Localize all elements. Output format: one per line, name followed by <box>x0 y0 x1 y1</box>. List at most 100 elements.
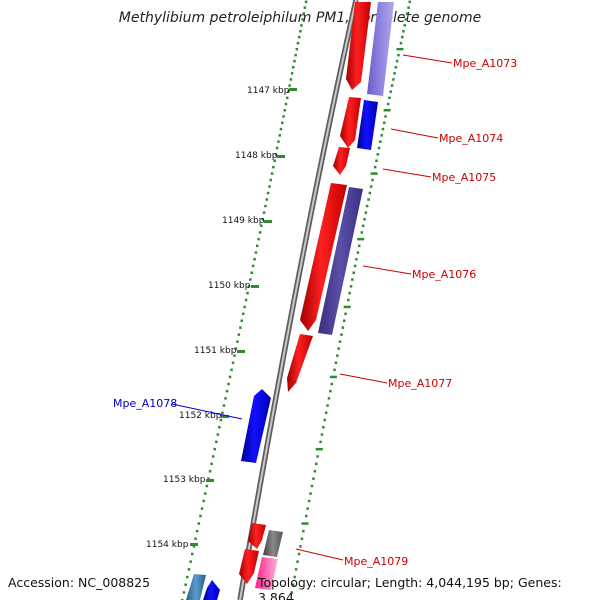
minor-tick <box>297 552 301 556</box>
gene-mpe-a1078[interactable] <box>241 389 271 463</box>
kbp-tick-label: 1149 kbp <box>222 216 265 226</box>
outer-tick-track <box>287 0 411 600</box>
minor-tick <box>356 251 360 254</box>
gene-mpe-a1079-overlay-pink[interactable] <box>255 557 278 590</box>
minor-tick <box>194 537 197 540</box>
minor-tick <box>184 583 187 586</box>
minor-tick <box>197 522 201 525</box>
minor-tick <box>191 552 194 556</box>
minor-tick <box>260 224 263 228</box>
minor-tick <box>313 470 317 473</box>
kbp-tick-label: 1153 kbp <box>163 475 206 485</box>
minor-tick <box>270 172 274 175</box>
gene-label-mpe-a1077[interactable]: Mpe_A1077 <box>388 377 452 390</box>
minor-tick <box>286 96 289 100</box>
leader-line <box>362 265 412 275</box>
minor-tick <box>303 6 307 9</box>
gene-mpe-a1073-overlay[interactable] <box>367 2 394 96</box>
gene-label-mpe-a1079[interactable]: Mpe_A1079 <box>344 555 408 568</box>
minor-tick <box>397 53 400 57</box>
minor-tick <box>336 354 339 357</box>
gene-mpe-a1074[interactable] <box>340 97 361 148</box>
minor-tick <box>210 462 213 466</box>
minor-tick <box>312 477 315 480</box>
gene-label-mpe-a1076[interactable]: Mpe_A1076 <box>412 268 476 281</box>
minor-tick <box>290 72 294 75</box>
minor-tick <box>218 426 221 429</box>
minor-tick <box>299 30 302 33</box>
gene-label-mpe-a1078[interactable]: Mpe_A1078 <box>113 397 177 410</box>
minor-tick <box>324 411 328 414</box>
gene-mpe-a1076[interactable] <box>300 183 347 331</box>
minor-tick <box>282 115 285 118</box>
minor-tick <box>290 591 293 594</box>
minor-tick <box>329 389 332 393</box>
gene-partial-steel[interactable] <box>186 574 206 600</box>
minor-tick <box>361 224 365 228</box>
kbp-tick-mark <box>206 479 214 482</box>
minor-tick <box>297 35 301 39</box>
minor-tick <box>224 397 227 400</box>
gene-mpe-a1074-overlay[interactable] <box>357 100 378 150</box>
minor-tick <box>401 35 404 39</box>
minor-tick <box>300 537 304 540</box>
minor-tick <box>231 361 235 364</box>
label-leaders <box>171 54 453 561</box>
major-tick <box>315 447 323 451</box>
minor-tick <box>360 231 364 234</box>
gene-label-mpe-a1074[interactable]: Mpe_A1074 <box>439 132 503 145</box>
minor-tick <box>377 146 381 150</box>
accession-label: Accession: <box>8 575 75 590</box>
minor-tick <box>240 319 243 322</box>
separator: ; <box>509 575 514 590</box>
minor-tick <box>227 382 230 386</box>
length-label: Length: <box>374 575 423 590</box>
gene-label-mpe-a1073[interactable]: Mpe_A1073 <box>453 57 517 70</box>
minor-tick <box>239 326 242 329</box>
minor-tick <box>268 185 271 188</box>
minor-tick <box>262 211 266 214</box>
genome-stats: Topology: circular; Length: 4,044,195 bp… <box>258 575 600 600</box>
gene-mpe-a1079-part1[interactable] <box>248 523 266 549</box>
major-tick <box>343 305 351 309</box>
minor-tick <box>256 244 259 248</box>
minor-tick <box>388 96 391 100</box>
minor-tick <box>247 285 251 288</box>
gene-mpe-a1079-overlay-grey[interactable] <box>263 530 283 557</box>
minor-tick <box>379 140 382 143</box>
minor-tick <box>309 492 312 495</box>
minor-tick <box>341 326 345 329</box>
kbp-tick-mark <box>237 350 245 353</box>
genes-value: 3,864 <box>258 590 294 600</box>
gene-mpe-a1073[interactable] <box>346 2 371 90</box>
minor-tick <box>292 66 295 69</box>
minor-tick <box>394 66 398 69</box>
gene-mpe-a1075[interactable] <box>333 147 350 175</box>
kbp-tick-label: 1151 kbp <box>194 346 237 356</box>
minor-tick <box>244 298 248 302</box>
minor-tick <box>367 198 370 201</box>
gene-mpe-a1077[interactable] <box>287 334 313 392</box>
minor-tick <box>189 560 192 563</box>
minor-tick <box>302 529 305 533</box>
gene-mpe-a1076-overlay[interactable] <box>318 187 363 335</box>
minor-tick <box>299 545 302 548</box>
minor-tick <box>304 0 308 4</box>
gene-mpe-a1079-part2[interactable] <box>239 549 259 584</box>
minor-tick <box>399 41 403 45</box>
minor-tick <box>291 583 295 586</box>
minor-tick <box>348 291 351 295</box>
minor-tick <box>287 90 290 93</box>
minor-tick <box>219 418 223 422</box>
minor-tick <box>293 575 296 579</box>
minor-tick <box>384 115 387 118</box>
genome-backbone-highlight <box>239 0 357 600</box>
gene-partial-blue[interactable] <box>203 580 220 600</box>
minor-tick <box>182 591 186 594</box>
minor-tick <box>278 134 281 137</box>
kbp-scale: 1147 kbp 1148 kbp 1149 kbp 1150 kbp 1151… <box>146 86 297 550</box>
minor-tick <box>187 568 191 571</box>
minor-tick <box>386 102 390 106</box>
minor-tick <box>192 545 196 548</box>
gene-label-mpe-a1075[interactable]: Mpe_A1075 <box>432 171 496 184</box>
